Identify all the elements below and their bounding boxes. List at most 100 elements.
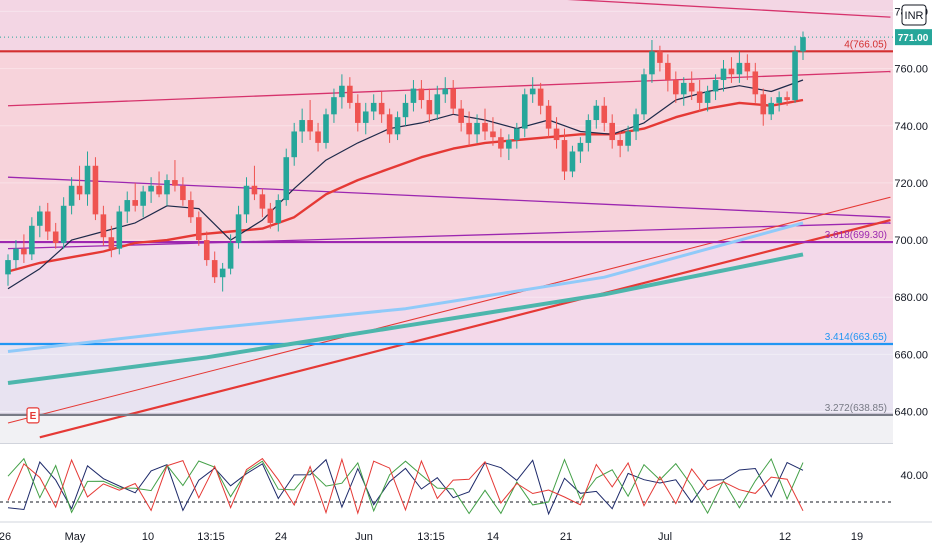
candle-body[interactable] [736,62,743,75]
candle-body[interactable] [21,248,27,255]
candle-body[interactable] [402,102,409,118]
candle-body[interactable] [601,105,608,123]
candle-body[interactable] [458,108,464,123]
candle-body[interactable] [768,102,774,115]
candle-body[interactable] [203,240,210,261]
candle-body[interactable] [482,122,488,132]
earnings-marker-box[interactable] [26,407,40,424]
candle-body[interactable] [474,122,480,135]
candle-body[interactable] [68,185,75,206]
candle-body[interactable] [649,51,655,75]
candle-body[interactable] [196,217,202,241]
candle-body[interactable] [188,200,194,218]
candle-body[interactable] [394,117,401,135]
candle-body[interactable] [307,120,313,132]
candle-body[interactable] [331,97,337,115]
candle-body[interactable] [283,157,290,201]
candle-body[interactable] [251,185,258,195]
candle-body[interactable] [164,180,170,195]
candle-body[interactable] [784,97,790,101]
candle-body[interactable] [84,165,91,195]
candle-body[interactable] [450,88,456,109]
candle-body[interactable] [625,131,631,146]
candle-body[interactable] [386,114,393,135]
currency-badge-box[interactable] [901,4,927,26]
candle-body[interactable] [712,80,719,92]
candle-body[interactable] [355,102,361,123]
candle-body[interactable] [800,37,806,52]
candle-body[interactable] [752,71,759,95]
candle-body[interactable] [44,211,51,232]
candle-body[interactable] [267,208,274,223]
candle-body[interactable] [76,185,83,195]
candle-body[interactable] [665,62,671,81]
candle-body[interactable] [577,142,584,152]
candle-body[interactable] [521,94,528,129]
candle-body[interactable] [545,105,552,129]
candle-body[interactable] [37,211,43,226]
candle-body[interactable] [52,231,59,243]
candle-body[interactable] [362,111,369,123]
candle-body[interactable] [219,268,226,278]
candle-body[interactable] [720,68,727,81]
candle-body[interactable] [60,205,67,243]
candle-body[interactable] [514,128,520,141]
candle-body[interactable] [641,74,647,115]
candle-body[interactable] [609,122,615,141]
candle-body[interactable] [657,51,663,63]
candle-body[interactable] [561,140,568,172]
candle-body[interactable] [100,214,107,238]
candle-body[interactable] [680,82,687,95]
candle-body[interactable] [585,120,592,143]
candle-body[interactable] [466,122,472,135]
candle-body[interactable] [13,248,19,261]
candle-body[interactable] [172,180,178,186]
candle-body[interactable] [537,88,544,106]
candle-body[interactable] [275,200,282,223]
candle-body[interactable] [140,191,146,206]
candle-body[interactable] [315,131,321,143]
candle-body[interactable] [792,51,798,101]
candle-body[interactable] [243,185,250,215]
candle-body[interactable] [227,242,234,269]
candle-body[interactable] [744,62,751,72]
candle-body[interactable] [506,140,512,149]
candle-body[interactable] [124,200,131,212]
candle-body[interactable] [553,128,560,141]
candle-body[interactable] [148,185,154,192]
candle-body[interactable] [760,94,767,115]
candle-body[interactable] [498,137,504,149]
candle-body[interactable] [5,260,11,275]
candle-body[interactable] [442,88,449,95]
candle-body[interactable] [211,260,218,278]
earnings-marker[interactable]: E [30,411,37,422]
candle-body[interactable] [180,185,186,201]
candle-body[interactable] [728,68,735,75]
candle-body[interactable] [529,88,536,95]
candle-body[interactable] [569,151,576,172]
candle-body[interactable] [776,97,782,103]
candle-body[interactable] [323,114,329,143]
candle-body[interactable] [426,100,433,115]
candle-body[interactable] [704,91,711,103]
candle-body[interactable] [696,91,703,103]
candle-body[interactable] [410,88,417,103]
candle-body[interactable] [132,200,138,206]
candle-body[interactable] [347,85,353,103]
candle-body[interactable] [259,194,266,209]
candle-body[interactable] [235,214,242,243]
candle-body[interactable] [378,102,385,115]
candle-body[interactable] [688,82,695,92]
candle-body[interactable] [370,102,377,112]
candle-body[interactable] [92,165,99,215]
candle-body[interactable] [156,185,162,195]
candle-body[interactable] [116,211,123,249]
candle-body[interactable] [673,80,679,95]
candle-body[interactable] [617,140,623,146]
candle-body[interactable] [299,120,305,132]
candle-body[interactable] [291,131,297,158]
candle-body[interactable] [434,94,441,115]
candle-body[interactable] [29,225,35,255]
candle-body[interactable] [108,237,115,249]
candle-body[interactable] [593,105,600,121]
